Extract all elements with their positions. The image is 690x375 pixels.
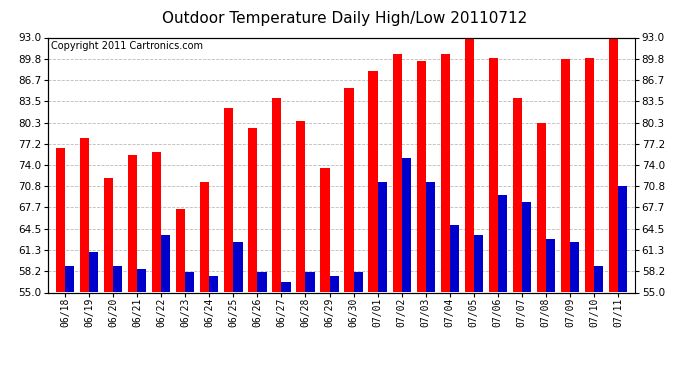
Bar bbox=[497, 195, 507, 292]
Text: Copyright 2011 Cartronics.com: Copyright 2011 Cartronics.com bbox=[51, 41, 204, 51]
Bar bbox=[320, 168, 330, 292]
Bar bbox=[248, 128, 257, 292]
Bar bbox=[561, 59, 570, 292]
Bar bbox=[368, 71, 377, 292]
Bar bbox=[282, 282, 290, 292]
Bar bbox=[417, 61, 426, 292]
Text: Outdoor Temperature Daily High/Low 20110712: Outdoor Temperature Daily High/Low 20110… bbox=[162, 11, 528, 26]
Bar bbox=[393, 54, 402, 292]
Bar bbox=[377, 182, 386, 292]
Bar bbox=[441, 54, 450, 292]
Bar bbox=[594, 266, 603, 292]
Bar bbox=[513, 98, 522, 292]
Bar bbox=[618, 186, 627, 292]
Bar bbox=[80, 138, 89, 292]
Bar bbox=[344, 88, 353, 292]
Bar bbox=[306, 272, 315, 292]
Bar bbox=[152, 152, 161, 292]
Bar bbox=[89, 252, 98, 292]
Bar bbox=[450, 225, 459, 292]
Bar bbox=[161, 236, 170, 292]
Bar bbox=[585, 58, 594, 292]
Bar bbox=[464, 38, 474, 292]
Bar bbox=[489, 58, 497, 292]
Bar bbox=[522, 202, 531, 292]
Bar bbox=[297, 122, 306, 292]
Bar bbox=[224, 108, 233, 292]
Bar bbox=[113, 266, 122, 292]
Bar bbox=[537, 123, 546, 292]
Bar bbox=[137, 269, 146, 292]
Bar bbox=[65, 266, 75, 292]
Bar bbox=[402, 158, 411, 292]
Bar bbox=[257, 272, 266, 292]
Bar bbox=[570, 242, 579, 292]
Bar bbox=[426, 182, 435, 292]
Bar bbox=[353, 272, 363, 292]
Bar bbox=[233, 242, 242, 292]
Bar bbox=[609, 38, 618, 292]
Bar bbox=[104, 178, 113, 292]
Bar bbox=[209, 276, 219, 292]
Bar bbox=[273, 98, 282, 292]
Bar bbox=[176, 209, 186, 292]
Bar bbox=[546, 239, 555, 292]
Bar bbox=[56, 148, 65, 292]
Bar bbox=[330, 276, 339, 292]
Bar bbox=[474, 236, 483, 292]
Bar bbox=[128, 155, 137, 292]
Bar bbox=[200, 182, 209, 292]
Bar bbox=[186, 272, 195, 292]
